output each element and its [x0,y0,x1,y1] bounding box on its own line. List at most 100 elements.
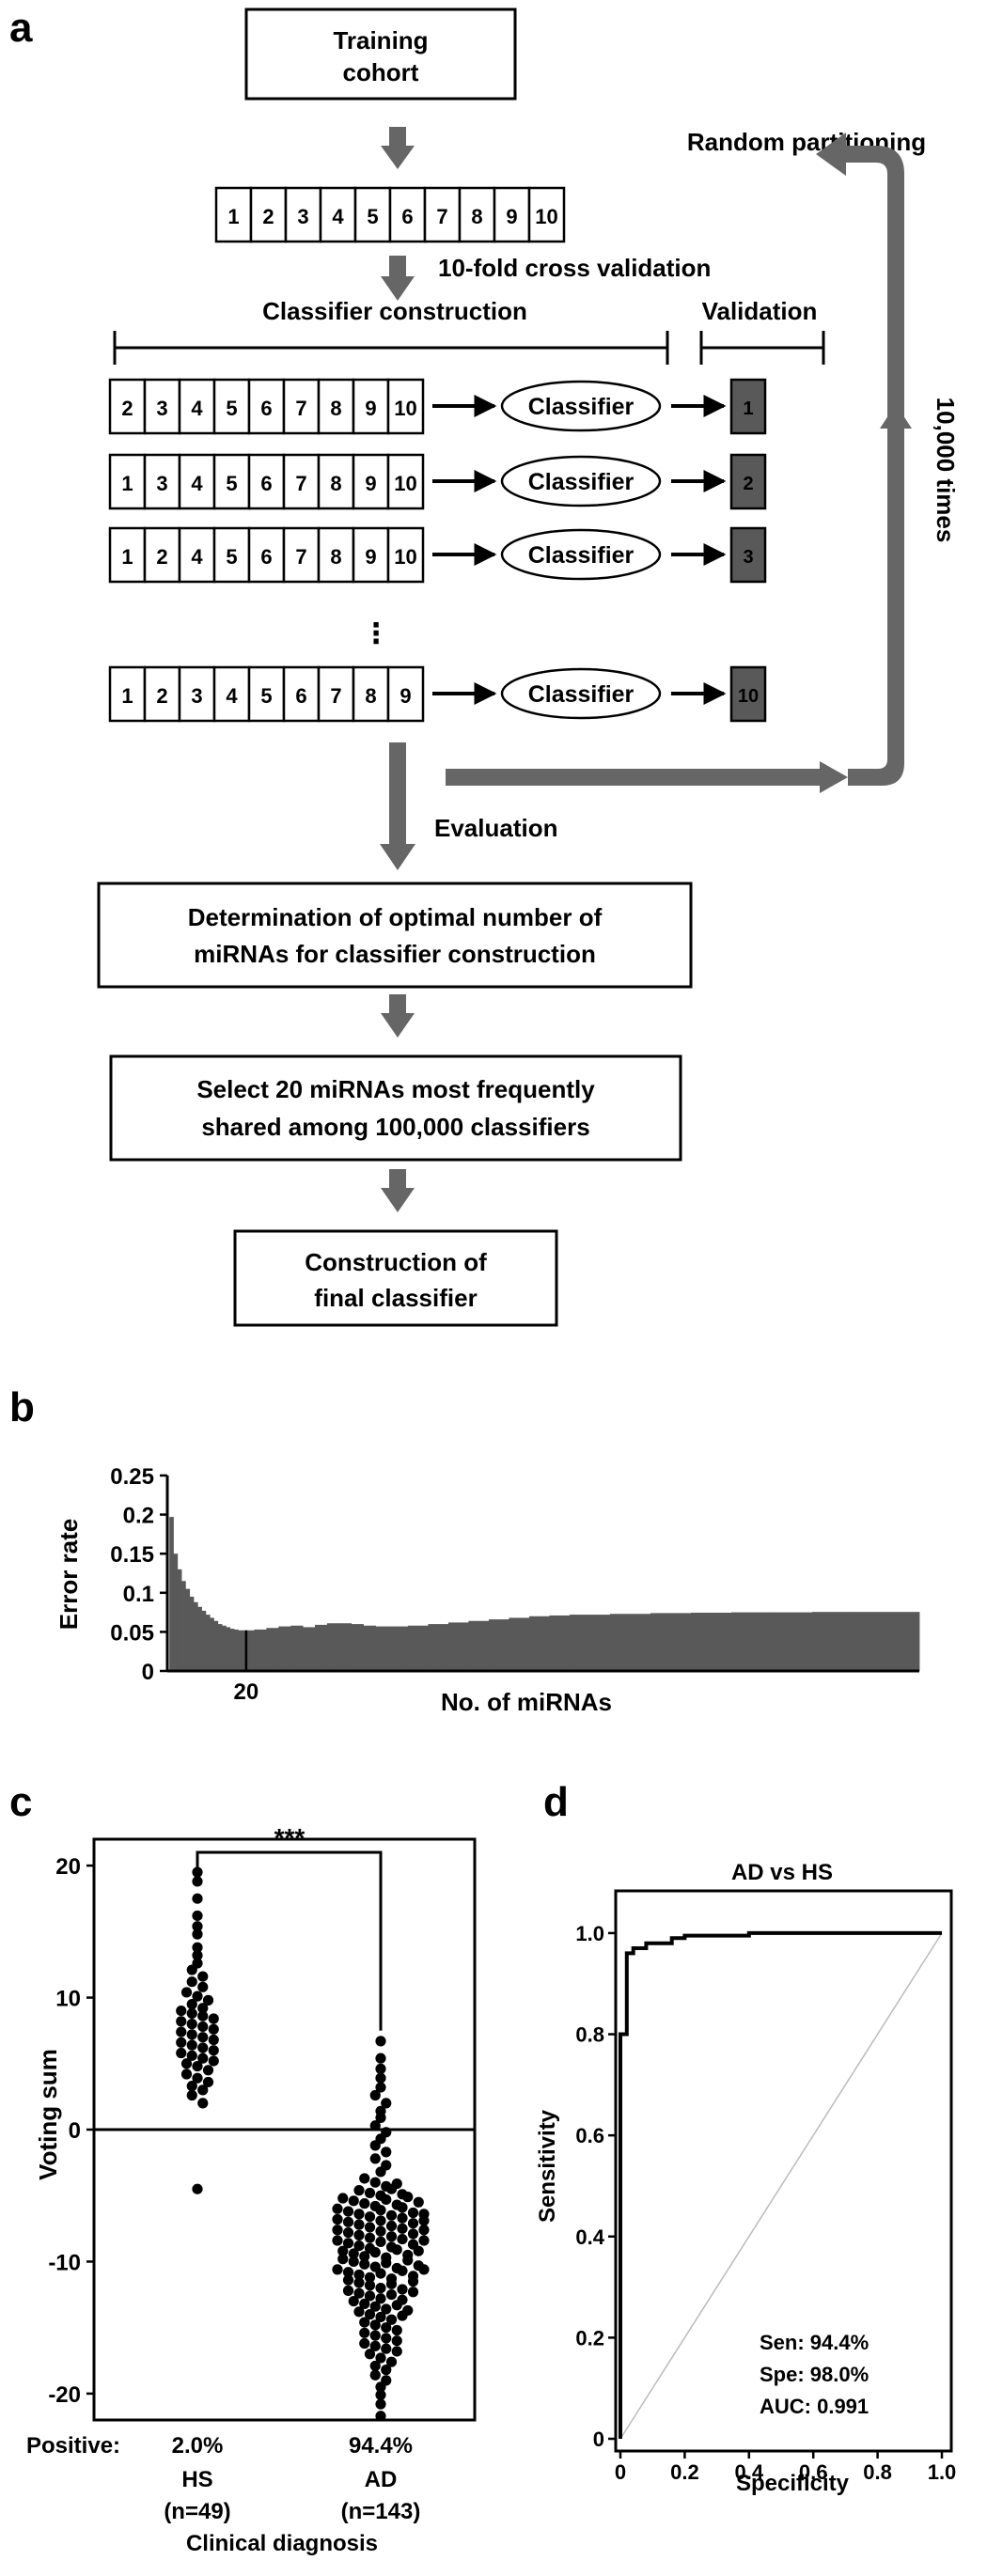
error-rate-bar [238,1630,243,1671]
hs-point [197,2010,209,2022]
error-rate-bar [812,1612,854,1671]
hs-point [186,2019,197,2030]
positive-label: Positive: [26,2433,120,2459]
final-classifier-line1: Construction of [305,1248,487,1276]
ad-point [342,2238,354,2249]
ad-point [385,2183,398,2194]
ad-point [381,2147,392,2158]
y-tick-label: 0.4 [575,2225,604,2249]
ad-point [353,2277,365,2288]
error-rate-bar [217,1624,223,1671]
ad-point [369,2360,381,2372]
significance-bracket [196,1850,383,2031]
fold-cell [352,665,390,723]
error-rate-bar [549,1615,571,1671]
ad-point [348,2256,359,2268]
error-rate-bar [690,1613,732,1671]
fold-cell [352,378,390,435]
ad-point [375,2282,386,2294]
classifier-ellipse [500,667,662,720]
hs-point [192,1876,203,1887]
fold-cell [319,186,357,243]
ad-point [397,2202,408,2213]
ad-point [332,2235,343,2246]
validation-fold-number: 10 [738,686,759,707]
fold-cell [178,453,216,510]
hs-point [186,2039,197,2051]
ad-point [375,2236,386,2247]
hs-point [192,1991,203,2002]
classifier-label: Classifier [528,542,634,569]
hs-point [186,1998,197,2010]
fold-number: 5 [367,205,378,228]
roc-curve [619,1930,942,2439]
error-rate-bar [229,1629,235,1671]
fold-cell [214,186,253,243]
ad-point [385,2278,398,2289]
fold-cell [282,526,321,584]
ad-point [413,2245,424,2256]
error-rate-bar [609,1614,651,1671]
y-tick-label: 0.15 [110,1542,154,1568]
ad-point [381,2194,392,2206]
hs-point [192,2072,203,2084]
down-arrow-icon [381,127,415,169]
fold-cell [178,378,216,435]
panel-label-d: d [543,1779,569,1825]
ad-point [397,2233,408,2245]
error-rate-bar [338,1623,352,1671]
fold-number: 4 [332,205,344,228]
x-tick-label: 1.0 [928,2460,957,2484]
ad-point [342,2285,354,2296]
final-classifier-line2: final classifier [314,1284,477,1312]
error-rate-bar [363,1625,376,1671]
fold-number: 4 [191,397,203,420]
fold-number: 7 [295,545,306,569]
y-tick-label: 0.25 [110,1464,154,1490]
training-cohort-line1: Training [333,26,428,55]
training-cohort-line2: cohort [343,58,419,86]
ad-point [402,2192,414,2203]
ad-point [332,2225,343,2236]
hs-point [186,2050,197,2061]
fold-number: 10 [535,205,557,228]
error-rate-bar [853,1612,918,1671]
ad-point [402,2255,414,2266]
error-rate-bar [177,1569,182,1671]
error-rate-bar [375,1626,393,1671]
fold-cell [352,526,390,584]
loop-arrow-icon [446,133,912,793]
ad-point [418,2264,430,2275]
error-rate-bar [193,1601,198,1671]
ad-point [364,2309,376,2320]
fold-cell [108,526,147,584]
fold-cell [386,526,425,584]
fold-number: 4 [191,472,203,495]
hs-point [180,1987,193,1998]
hs-point [186,1976,197,1988]
fold-number: 6 [260,397,272,420]
ad-point [381,2322,392,2334]
hs-point [202,2065,214,2076]
ad-n-label: (n=143) [341,2499,421,2524]
ad-point [342,2274,354,2286]
ad-point [369,2153,381,2164]
hs-point [208,2034,219,2046]
error-rate-axis-label: Error rate [55,1519,83,1631]
error-rate-bar [185,1588,191,1671]
panel-label-b: b [9,1384,35,1430]
fold-number: 1 [121,545,133,569]
error-rate-bar [391,1626,409,1671]
hs-point [186,2081,197,2092]
ad-point [397,2223,408,2234]
cv-row: 1 3 4 5 6 7 8 9 10 Classifier 2 [108,453,767,510]
error-rate-bar [278,1626,291,1671]
evaluation-label: Evaluation [434,814,557,842]
optimal-number-line2: miRNAs for classifier construction [194,940,596,968]
fold-cell [386,665,425,723]
ad-point [385,2209,398,2221]
fold-number: 6 [401,205,413,228]
y-tick-label: 20 [55,1854,81,1880]
ad-point [348,2295,359,2307]
error-rate-bar [245,1630,255,1671]
